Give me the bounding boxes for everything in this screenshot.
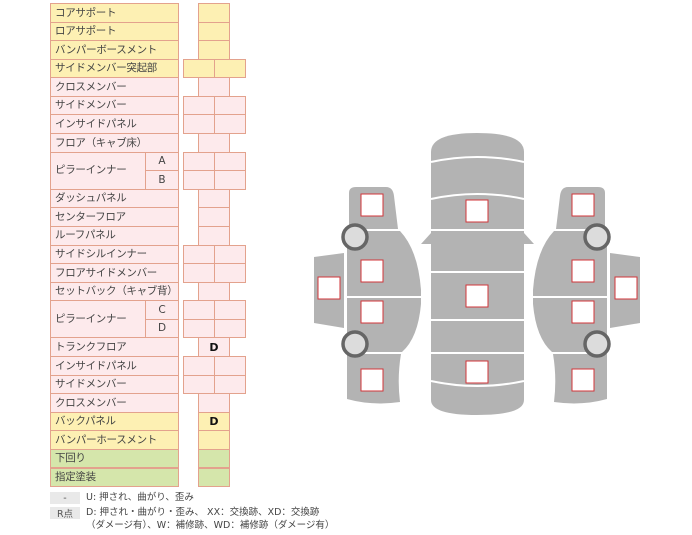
- right-rear-wheel-icon: [583, 330, 611, 358]
- row-label: ピラーインナー: [50, 300, 146, 339]
- inspection-cell-right[interactable]: [214, 170, 246, 190]
- inspection-point-marker[interactable]: [571, 193, 595, 217]
- inspection-cell[interactable]: [198, 467, 230, 488]
- inspection-point-marker[interactable]: [465, 284, 489, 308]
- wheels: [341, 223, 611, 358]
- legend-key-dash: -: [50, 492, 80, 504]
- inspection-cell-right[interactable]: [214, 374, 246, 395]
- legend-key-r-point: R点: [50, 507, 80, 520]
- inspection-point-marker[interactable]: [465, 360, 489, 384]
- legend-text-d-cont: （ダメージ有）、W：補修跡、WD：補修跡（ダメージ有）: [86, 520, 335, 531]
- center-arrow-right: [524, 233, 534, 244]
- left-rear-wheel-icon: [341, 330, 369, 358]
- legend-text-u: U: 押され、曲がり、歪み: [86, 492, 194, 503]
- inspection-point-marker[interactable]: [360, 259, 384, 283]
- row-label: ピラーインナー: [50, 151, 146, 190]
- inspection-point-marker[interactable]: [571, 368, 595, 392]
- inspection-point-marker[interactable]: [360, 368, 384, 392]
- inspection-cell-right[interactable]: [214, 58, 246, 79]
- inspection-cell-right[interactable]: [214, 114, 246, 135]
- inspection-point-marker[interactable]: [360, 300, 384, 324]
- inspection-point-marker[interactable]: [571, 300, 595, 324]
- inspection-cell-right[interactable]: [214, 318, 246, 339]
- left-front-wheel-icon: [341, 223, 369, 251]
- center-body-panel: [431, 133, 524, 415]
- legend-text-d: D: 押され・曲がり・歪み、 XX：交換跡、XD：交換跡: [86, 507, 320, 518]
- panel-seams: [345, 156, 609, 387]
- inspection-point-marker[interactable]: [571, 259, 595, 283]
- inspection-point-marker[interactable]: [317, 276, 341, 300]
- right-front-wheel-icon: [583, 223, 611, 251]
- row-label: 指定塗装: [50, 467, 179, 488]
- inspection-point-marker[interactable]: [614, 276, 638, 300]
- inspection-point-marker[interactable]: [360, 193, 384, 217]
- inspection-cell-right[interactable]: [214, 263, 246, 283]
- center-arrow-left: [421, 233, 431, 244]
- inspection-point-marker[interactable]: [465, 199, 489, 223]
- inspection-points: [317, 193, 638, 392]
